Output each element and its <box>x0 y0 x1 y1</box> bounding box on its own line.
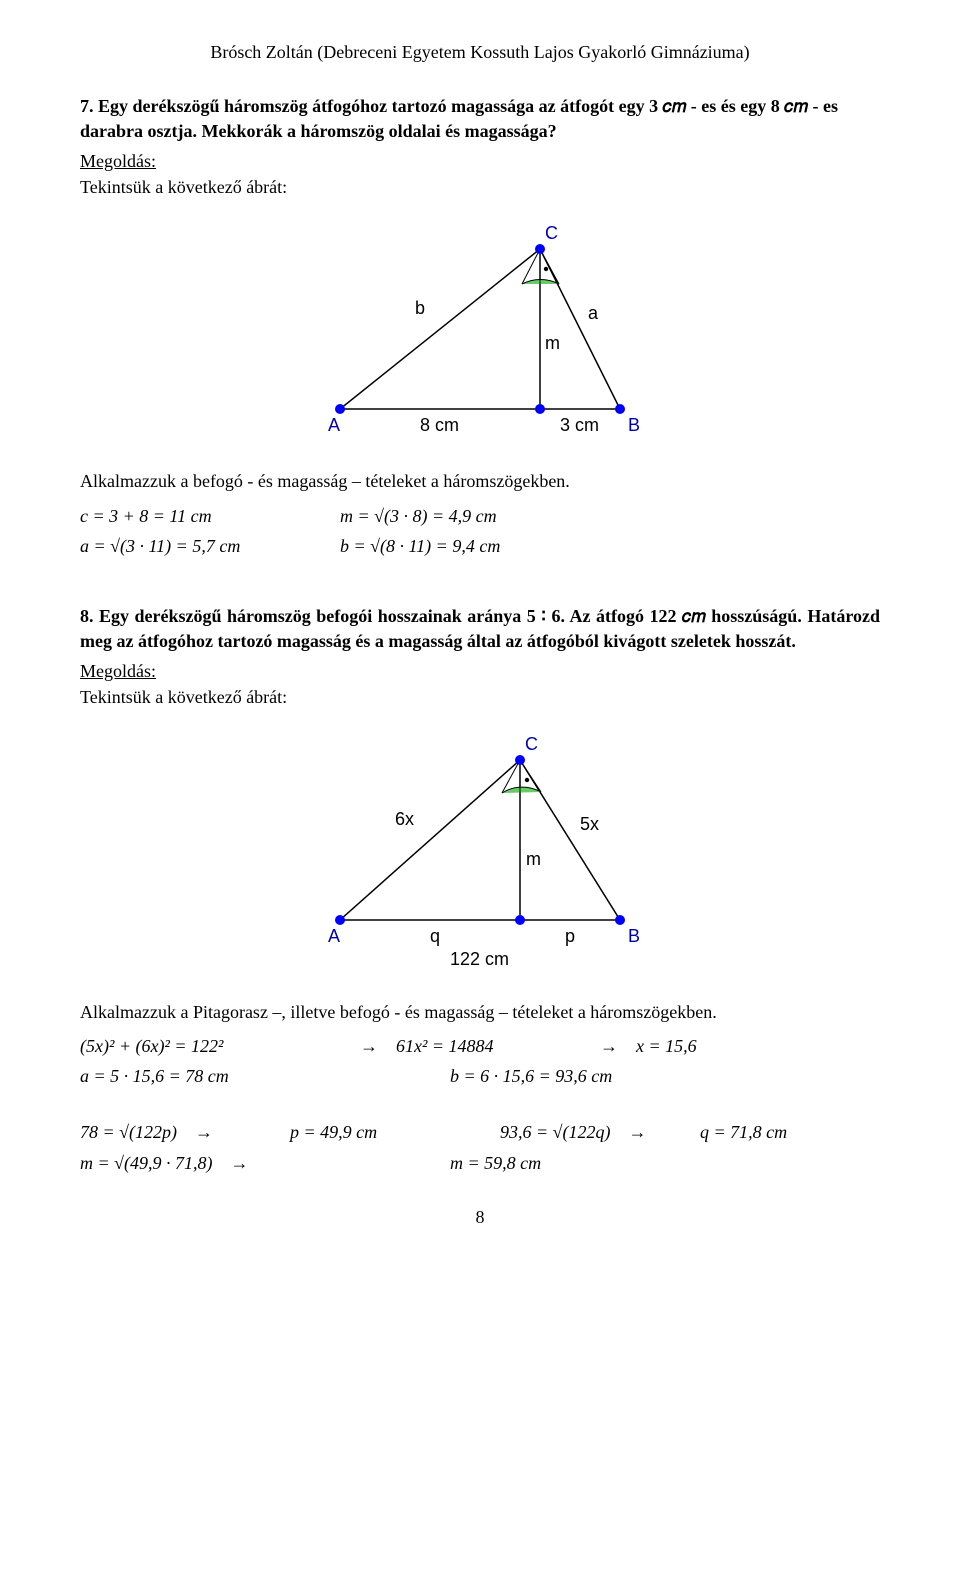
eq-row-7-2: a = √(3 · 11) = 5,7 cm b = √(8 · 11) = 9… <box>80 534 880 558</box>
intro-7: Tekintsük a következő ábrát: <box>80 175 880 199</box>
label2-q: q <box>430 926 440 946</box>
label2-A: A <box>328 926 340 946</box>
page-number: 8 <box>80 1205 880 1229</box>
eq-m: m = √(3 · 8) = 4,9 cm <box>340 504 497 528</box>
problem-8-title: 8. Egy derékszögű háromszög befogói hoss… <box>80 604 880 653</box>
eq-m1: m = √(49,9 · 71,8) → <box>80 1151 450 1175</box>
problem-7-title: 7. Egy derékszögű háromszög átfogóhoz ta… <box>80 94 880 143</box>
label-m: m <box>545 333 560 353</box>
eq-row-7-1: c = 3 + 8 = 11 cm m = √(3 · 8) = 4,9 cm <box>80 504 880 528</box>
eq-a-7: a = √(3 · 11) = 5,7 cm <box>80 534 340 558</box>
label-A: A <box>328 415 340 435</box>
label2-C: C <box>525 734 538 754</box>
apply-line-8: Alkalmazzuk a Pitagorasz –, illetve befo… <box>80 1000 880 1024</box>
label2-m: m <box>526 849 541 869</box>
label-b: b <box>415 298 425 318</box>
apply-line-7: Alkalmazzuk a befogó - és magasság – tét… <box>80 469 880 493</box>
label-3cm: 3 cm <box>560 415 599 435</box>
eq-936: 93,6 = √(122q) → <box>500 1120 700 1144</box>
eq-a-8: a = 5 · 15,6 = 78 cm <box>80 1064 450 1088</box>
page-header: Brósch Zoltán (Debreceni Egyetem Kossuth… <box>80 40 880 64</box>
label2-5x: 5x <box>580 814 599 834</box>
label2-p: p <box>565 926 575 946</box>
eq-p: p = 49,9 cm <box>290 1120 500 1144</box>
intro-8: Tekintsük a következő ábrát: <box>80 685 880 709</box>
eq-pyth: (5x)² + (6x)² = 122² <box>80 1034 360 1058</box>
eq-row-8-1: (5x)² + (6x)² = 122² → 61x² = 14884 → x … <box>80 1034 880 1058</box>
eq-x: → x = 15,6 <box>600 1034 697 1058</box>
label-C: C <box>545 223 558 243</box>
label-B: B <box>628 415 640 435</box>
solution-label-7: Megoldás: <box>80 149 880 173</box>
figure-2: C A B 6x 5x m q p 122 cm <box>290 730 670 980</box>
eq-row-8-4: m = √(49,9 · 71,8) → m = 59,8 cm <box>80 1151 880 1175</box>
label2-6x: 6x <box>395 809 414 829</box>
eq-61x: → 61x² = 14884 <box>360 1034 600 1058</box>
label-a: a <box>588 303 599 323</box>
eq-row-8-3: 78 = √(122p) → p = 49,9 cm 93,6 = √(122q… <box>80 1120 880 1144</box>
label2-B: B <box>628 926 640 946</box>
eq-b-8: b = 6 · 15,6 = 93,6 cm <box>450 1064 612 1088</box>
eq-q: q = 71,8 cm <box>700 1120 787 1144</box>
eq-m2: m = 59,8 cm <box>450 1151 541 1175</box>
label-8cm: 8 cm <box>420 415 459 435</box>
figure-1: C A B b a m 8 cm 3 cm <box>290 219 670 449</box>
eq-78: 78 = √(122p) → <box>80 1120 290 1144</box>
label2-122: 122 cm <box>450 949 509 969</box>
eq-row-8-2: a = 5 · 15,6 = 78 cm b = 6 · 15,6 = 93,6… <box>80 1064 880 1088</box>
solution-label-8: Megoldás: <box>80 659 880 683</box>
eq-c: c = 3 + 8 = 11 cm <box>80 504 340 528</box>
eq-b-7: b = √(8 · 11) = 9,4 cm <box>340 534 500 558</box>
